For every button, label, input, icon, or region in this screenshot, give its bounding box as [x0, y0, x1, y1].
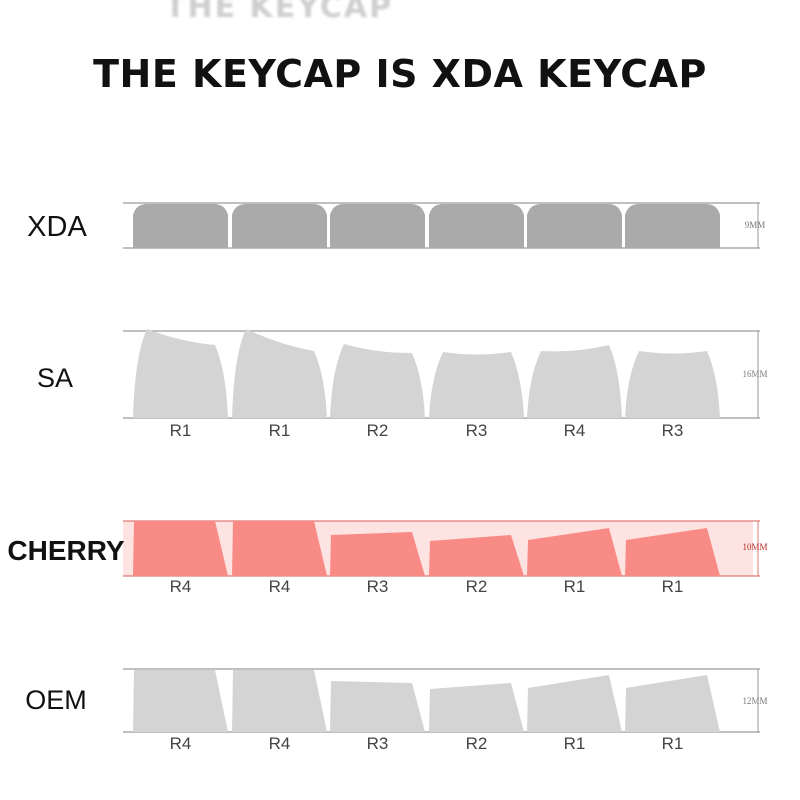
row-label: R4 — [269, 577, 291, 596]
profile-xda: XDA 9MM — [27, 202, 766, 249]
keycap-shape — [232, 670, 327, 732]
profile-name-label: SA — [37, 363, 73, 393]
keycap-shape — [133, 670, 228, 732]
keycap-shape — [133, 204, 228, 248]
keycap-shape — [429, 352, 524, 418]
profile-cherry: R4 R4 R3 R2 R1 R1 CHERRY 10MM — [7, 520, 768, 596]
keycap-shape — [133, 329, 228, 418]
profile-sa: R1 R1 R2 R3 R4 R3 SA 16MM — [37, 329, 768, 440]
row-label: R2 — [466, 577, 488, 596]
keycap-shape — [429, 683, 524, 732]
keycap-shape — [527, 528, 622, 576]
keycap-shape — [330, 532, 425, 576]
row-label: R4 — [564, 421, 586, 440]
keycap-shape — [429, 535, 524, 576]
row-label: R3 — [466, 421, 488, 440]
row-label: R1 — [564, 577, 586, 596]
row-label: R1 — [269, 421, 291, 440]
row-label: R4 — [170, 577, 192, 596]
height-label: 10MM — [742, 542, 767, 552]
height-label: 9MM — [745, 220, 766, 230]
profile-oem: R4 R4 R3 R2 R1 R1 OEM 12MM — [25, 668, 768, 753]
keycap-shape — [625, 204, 720, 248]
height-label: 12MM — [742, 696, 767, 706]
page-title: THE KEYCAP IS XDA KEYCAP — [93, 52, 707, 96]
row-label: R4 — [269, 734, 291, 753]
row-label: R2 — [466, 734, 488, 753]
keycap-shape — [527, 345, 622, 418]
keycap-shape — [330, 681, 425, 732]
keycap-shape — [429, 204, 524, 248]
row-label: R2 — [367, 421, 389, 440]
row-label: R1 — [662, 734, 684, 753]
keycap-shape — [625, 528, 720, 576]
keycap-shape — [133, 521, 228, 576]
keycap-shape — [625, 675, 720, 732]
row-label: R3 — [662, 421, 684, 440]
keycap-shape — [625, 351, 720, 418]
keycap-shape — [527, 204, 622, 248]
row-label: R3 — [367, 734, 389, 753]
keycap-shape — [232, 521, 327, 576]
profile-name-label: OEM — [25, 685, 87, 715]
keycap-shape — [330, 344, 425, 418]
height-label: 16MM — [742, 369, 767, 379]
profile-name-label: CHERRY — [7, 535, 125, 566]
keycap-shape — [232, 204, 327, 248]
profile-name-label: XDA — [27, 211, 87, 243]
row-label: R1 — [564, 734, 586, 753]
faded-header-text: THE KEYCAP — [165, 0, 618, 25]
row-label: R3 — [367, 577, 389, 596]
keycap-shape — [527, 675, 622, 732]
keycap-shape — [232, 329, 327, 418]
row-label: R4 — [170, 734, 192, 753]
row-label: R1 — [662, 577, 684, 596]
keycap-shape — [330, 204, 425, 248]
row-label: R1 — [170, 421, 192, 440]
